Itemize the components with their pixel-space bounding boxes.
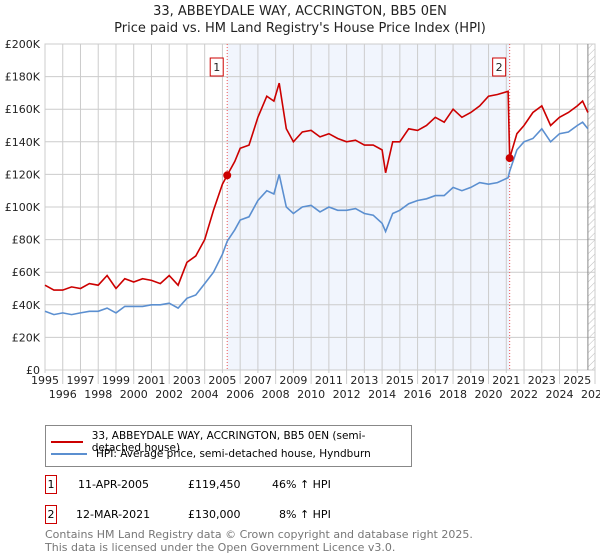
- legend-item-property: 33, ABBEYDALE WAY, ACCRINGTON, BB5 0EN (…: [51, 430, 411, 454]
- x-tick-label: 2018: [439, 388, 467, 401]
- x-tick-label: 2024: [546, 388, 574, 401]
- x-tick-label: 2011: [315, 374, 343, 387]
- y-tick-label: £180K: [5, 71, 41, 84]
- x-tick-label: 2020: [475, 388, 503, 401]
- x-tick-label: 2006: [226, 388, 254, 401]
- hpi-change: 8% ↑ HPI: [279, 508, 331, 521]
- x-tick-label: 2003: [173, 374, 201, 387]
- footer: Contains HM Land Registry data © Crown c…: [45, 528, 473, 554]
- x-tick-label: 2022: [510, 388, 538, 401]
- x-tick-label: 2004: [191, 388, 219, 401]
- y-tick-label: £0: [26, 364, 40, 377]
- x-tick-label: 2016: [404, 388, 432, 401]
- legend: 33, ABBEYDALE WAY, ACCRINGTON, BB5 0EN (…: [45, 425, 412, 467]
- sale-point: [505, 154, 514, 163]
- sale-label-box: [209, 57, 224, 77]
- x-tick-label: 2014: [368, 388, 396, 401]
- hpi-line: [44, 121, 589, 316]
- y-tick-label: £140K: [5, 136, 41, 149]
- legend-label: 33, ABBEYDALE WAY, ACCRINGTON, BB5 0EN (…: [91, 430, 366, 454]
- red-line-swatch: [51, 441, 83, 443]
- x-tick-label: 2008: [262, 388, 290, 401]
- y-tick-label: £80K: [12, 234, 41, 247]
- transaction-row: 1 11-APR-2005 £119,450 46% ↑ HPI: [45, 475, 445, 494]
- x-tick-label: 2021: [492, 374, 520, 387]
- footer-licence: This data is licensed under the Open Gov…: [45, 541, 396, 554]
- x-tick-label: 2010: [297, 388, 325, 401]
- chart-title: 33, ABBEYDALE WAY, ACCRINGTON, BB5 0EN: [153, 4, 447, 19]
- legend-label: HPI: Average price, semi-detached house,…: [96, 448, 371, 460]
- price-paid-line: [44, 82, 589, 291]
- x-tick-label: 1996: [49, 388, 77, 401]
- hpi-change: 46% ↑ HPI: [272, 478, 331, 491]
- x-tick-label: 2007: [244, 374, 272, 387]
- y-tick-label: £200K: [5, 38, 41, 51]
- x-tick-label: 2013: [350, 374, 378, 387]
- transaction-row: 2 12-MAR-2021 £130,000 8% ↑ HPI: [45, 505, 445, 524]
- x-tick-label: 2025: [563, 374, 591, 387]
- x-tick-label: 2015: [386, 374, 414, 387]
- sale-price: £130,000: [188, 508, 241, 521]
- x-tick-label: 2017: [421, 374, 449, 387]
- x-tick-label: 2009: [279, 374, 307, 387]
- sale-label: 2: [496, 61, 503, 74]
- plot-border: [44, 43, 596, 371]
- blue-line-swatch: [51, 453, 87, 455]
- marker-badge: 1: [45, 475, 57, 494]
- price-chart: 1995199619971998199920002001200220032004…: [5, 38, 600, 401]
- footer-copyright: Contains HM Land Registry data © Crown c…: [45, 528, 473, 541]
- y-tick-label: £60K: [12, 266, 41, 279]
- y-tick-label: £20K: [12, 331, 41, 344]
- legend-item-hpi: HPI: Average price, semi-detached house,…: [51, 448, 371, 460]
- sale-price: £119,450: [188, 478, 241, 491]
- x-tick-label: 1998: [84, 388, 112, 401]
- x-tick-label: 2005: [208, 374, 236, 387]
- y-tick-label: £160K: [5, 103, 41, 116]
- sale-label-box: [492, 57, 507, 77]
- x-tick-label: 2002: [155, 388, 183, 401]
- sale-date: 11-APR-2005: [78, 478, 150, 491]
- x-tick-label: 1995: [31, 374, 59, 387]
- y-tick-label: £120K: [5, 168, 41, 181]
- x-tick-label: 1997: [66, 374, 94, 387]
- x-tick-label: 2026: [581, 388, 600, 401]
- x-tick-label: 2000: [120, 388, 148, 401]
- x-tick-label: 1999: [102, 374, 130, 387]
- sale-label: 1: [213, 61, 220, 74]
- marker-badge: 2: [45, 505, 57, 524]
- x-tick-label: 2012: [333, 388, 361, 401]
- sale-point: [223, 171, 232, 180]
- y-tick-label: £100K: [5, 201, 41, 214]
- sale-date: 12-MAR-2021: [76, 508, 151, 521]
- x-tick-label: 2001: [137, 374, 165, 387]
- y-tick-label: £40K: [12, 299, 41, 312]
- x-tick-label: 2019: [457, 374, 485, 387]
- chart-subtitle: Price paid vs. HM Land Registry's House …: [114, 21, 486, 36]
- x-tick-label: 2023: [528, 374, 556, 387]
